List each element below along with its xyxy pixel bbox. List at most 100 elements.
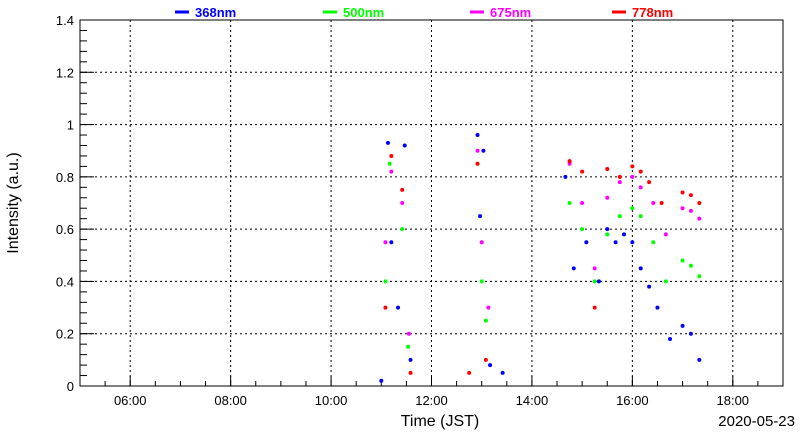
data-point: [663, 279, 668, 284]
data-point: [605, 232, 610, 237]
data-point: [647, 284, 652, 289]
data-point: [483, 318, 488, 323]
x-tick-label: 12:00: [415, 393, 448, 408]
data-point: [617, 174, 622, 179]
data-point: [605, 167, 610, 172]
x-axis-title: Time (JST): [401, 413, 480, 430]
data-point: [659, 201, 664, 205]
data-point: [697, 216, 702, 221]
data-point: [688, 208, 693, 213]
x-tick-label: 10:00: [315, 393, 348, 408]
legend-label: 368nm: [195, 5, 236, 20]
data-point: [383, 240, 388, 245]
data-point: [630, 174, 635, 179]
data-point: [697, 274, 702, 279]
data-point: [647, 180, 652, 185]
data-point: [651, 240, 656, 245]
data-point: [613, 240, 618, 245]
data-point: [630, 164, 635, 169]
data-point: [467, 370, 472, 375]
data-point: [668, 336, 673, 341]
x-tick-label: 06:00: [114, 393, 147, 408]
data-point: [621, 232, 626, 237]
data-point: [486, 305, 491, 310]
data-point: [402, 143, 407, 148]
data-point: [688, 193, 693, 198]
data-point: [688, 331, 693, 336]
data-point: [638, 266, 643, 271]
data-point: [479, 279, 484, 284]
data-point: [663, 232, 668, 237]
data-point: [680, 190, 685, 195]
y-tick-label: 1.2: [56, 65, 74, 80]
x-tick-label: 18:00: [717, 393, 750, 408]
y-tick-label: 0: [67, 379, 74, 394]
y-tick-label: 0.2: [56, 327, 74, 342]
data-point: [630, 206, 635, 211]
data-point: [478, 214, 483, 219]
data-point: [680, 258, 685, 263]
x-tick-label: 14:00: [516, 393, 549, 408]
data-point: [488, 363, 493, 368]
data-point: [475, 161, 480, 166]
data-point: [688, 263, 693, 268]
data-point: [680, 206, 685, 211]
data-point: [383, 279, 388, 284]
data-point: [408, 357, 413, 362]
data-point: [389, 153, 394, 158]
data-point: [400, 201, 405, 205]
data-point: [617, 180, 622, 185]
data-point: [697, 201, 702, 205]
data-point: [387, 161, 392, 166]
legend-label: 500nm: [343, 5, 384, 20]
data-point: [592, 305, 597, 310]
data-point: [400, 227, 405, 232]
data-point: [389, 240, 394, 245]
data-point: [385, 140, 390, 145]
data-point: [651, 201, 656, 205]
data-point: [479, 240, 484, 245]
data-point: [596, 279, 601, 284]
legend-label: 778nm: [632, 5, 673, 20]
data-point: [483, 357, 488, 362]
legend: 368nm 500nm 675nm 778nm: [175, 5, 673, 20]
y-tick-label: 0.6: [56, 222, 74, 237]
data-point: [605, 195, 610, 200]
data-point: [605, 227, 610, 232]
data-point: [580, 201, 585, 205]
data-point: [638, 169, 643, 174]
y-axis-title: Intensity (a.u.): [5, 152, 22, 253]
data-point: [592, 266, 597, 271]
data-point: [580, 227, 585, 232]
data-point: [697, 357, 702, 362]
data-point: [400, 187, 405, 192]
data-point: [383, 305, 388, 310]
data-point: [592, 279, 597, 284]
date-label: 2020-05-23: [718, 413, 795, 430]
y-tick-label: 0.8: [56, 170, 74, 185]
data-point: [408, 370, 413, 375]
data-point: [500, 370, 505, 375]
y-tick-label: 1.4: [56, 13, 74, 28]
data-point: [655, 305, 660, 310]
data-point: [580, 169, 585, 174]
data-point: [389, 169, 394, 174]
data-point: [396, 305, 401, 310]
data-point: [475, 148, 480, 153]
data-point: [630, 240, 635, 245]
data-point: [680, 323, 685, 328]
data-point: [563, 174, 568, 179]
data-point: [379, 378, 384, 383]
data-point: [475, 133, 480, 138]
data-point: [406, 331, 411, 336]
grid: [80, 19, 783, 387]
data-point: [584, 240, 589, 245]
data-point: [481, 148, 486, 153]
axis-ticks: 06:00 08:00 10:00 12:00 14:00 16:00 18:00 0 0.2 0…: [56, 13, 784, 408]
data-point: [567, 201, 572, 205]
x-tick-label: 16:00: [616, 393, 649, 408]
data-points: [379, 133, 702, 383]
data-point: [567, 159, 572, 164]
x-tick-label: 08:00: [214, 393, 247, 408]
